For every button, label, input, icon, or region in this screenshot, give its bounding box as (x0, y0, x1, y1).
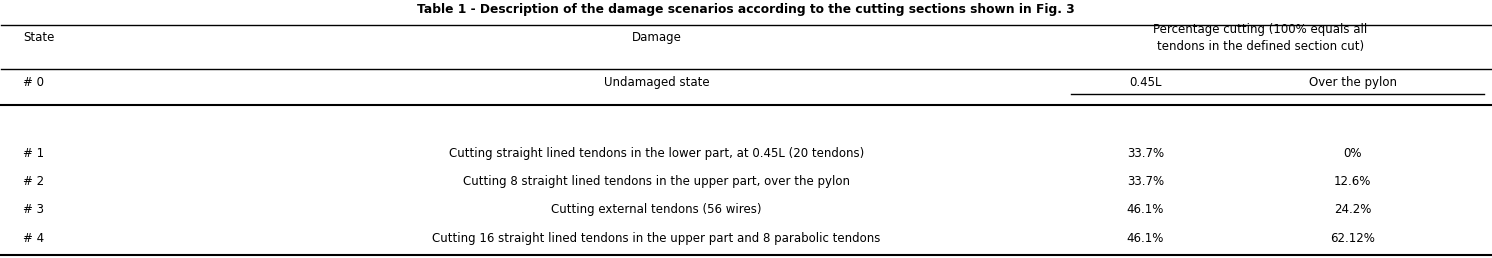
Text: 33.7%: 33.7% (1126, 147, 1164, 160)
Text: Damage: Damage (631, 31, 682, 44)
Text: 24.2%: 24.2% (1334, 203, 1371, 216)
Text: 0%: 0% (1343, 147, 1362, 160)
Text: 46.1%: 46.1% (1126, 203, 1164, 216)
Text: Cutting straight lined tendons in the lower part, at 0.45L (20 tendons): Cutting straight lined tendons in the lo… (449, 147, 864, 160)
Text: 62.12%: 62.12% (1331, 232, 1376, 245)
Text: # 3: # 3 (22, 203, 45, 216)
Text: State: State (22, 31, 54, 44)
Text: # 0: # 0 (22, 76, 45, 89)
Text: 33.7%: 33.7% (1126, 175, 1164, 188)
Text: # 1: # 1 (22, 147, 45, 160)
Text: 0.45L: 0.45L (1129, 76, 1162, 89)
Text: 12.6%: 12.6% (1334, 175, 1371, 188)
Text: # 2: # 2 (22, 175, 45, 188)
Text: Cutting 16 straight lined tendons in the upper part and 8 parabolic tendons: Cutting 16 straight lined tendons in the… (433, 232, 880, 245)
Text: 46.1%: 46.1% (1126, 232, 1164, 245)
Text: Cutting external tendons (56 wires): Cutting external tendons (56 wires) (552, 203, 762, 216)
Text: # 4: # 4 (22, 232, 45, 245)
Text: Undamaged state: Undamaged state (604, 76, 709, 89)
Text: Over the pylon: Over the pylon (1308, 76, 1397, 89)
Text: Table 1 - Description of the damage scenarios according to the cutting sections : Table 1 - Description of the damage scen… (418, 3, 1074, 16)
Text: Cutting 8 straight lined tendons in the upper part, over the pylon: Cutting 8 straight lined tendons in the … (463, 175, 850, 188)
Text: Percentage cutting (100% equals all
tendons in the defined section cut): Percentage cutting (100% equals all tend… (1153, 23, 1367, 53)
